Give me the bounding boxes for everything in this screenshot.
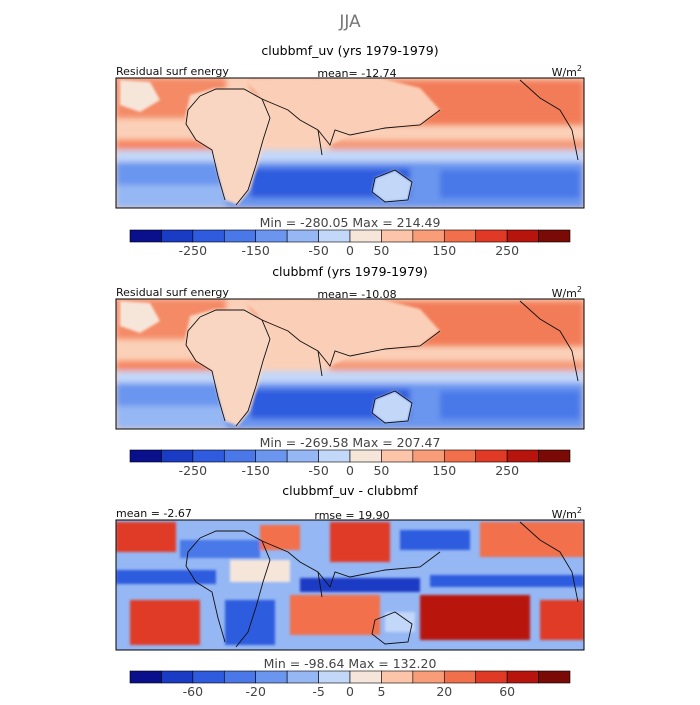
colorbar-1-swatch bbox=[161, 229, 194, 243]
colorbar-2-tick-label: -150 bbox=[242, 463, 270, 478]
colorbar-2-swatch bbox=[443, 449, 477, 463]
colorbar-3-swatch bbox=[506, 670, 539, 684]
panel-2: clubbmf (yrs 1979-1979) Residual surf en… bbox=[115, 264, 585, 478]
colorbar-2-swatch bbox=[412, 449, 445, 463]
colorbar-2-swatch bbox=[381, 449, 414, 463]
colorbar-2-tick-label: -250 bbox=[179, 463, 207, 478]
colorbar-3-swatch bbox=[475, 670, 508, 684]
colorbar-2-swatch bbox=[318, 449, 351, 463]
colorbar-1-swatch bbox=[318, 229, 351, 243]
panel-2-colorbar: -250 -150 -50 0 50 150 250 bbox=[129, 449, 571, 478]
colorbar-1-swatch bbox=[443, 229, 477, 243]
colorbar-3-swatch bbox=[286, 670, 319, 684]
colorbar-1-swatch bbox=[192, 229, 225, 243]
panel-1-map-frame bbox=[115, 77, 585, 209]
colorbar-1-swatch bbox=[286, 229, 319, 243]
colorbar-2-swatch bbox=[129, 449, 162, 463]
panel-3-units: W/m2 bbox=[552, 506, 582, 521]
colorbar-1-tick-label: -250 bbox=[179, 243, 207, 258]
colorbar-2-swatch bbox=[475, 449, 508, 463]
colorbar-2-swatch bbox=[506, 449, 539, 463]
colorbar-1-swatch bbox=[223, 229, 257, 243]
panel-2-title: clubbmf (yrs 1979-1979) bbox=[272, 264, 428, 279]
colorbar-2-swatch bbox=[161, 449, 194, 463]
panel-2-mean-label: mean= -10.08 bbox=[317, 288, 396, 301]
figure-title: JJA bbox=[338, 12, 361, 32]
colorbar-1-swatch bbox=[381, 229, 414, 243]
colorbar-2-swatch bbox=[255, 449, 288, 463]
panel-1-mean-label: mean= -12.74 bbox=[317, 67, 396, 80]
colorbar-3-swatch bbox=[349, 670, 382, 684]
panel-3-map bbox=[116, 520, 584, 650]
colorbar-1-swatch bbox=[412, 229, 445, 243]
colorbar-2-swatch bbox=[286, 449, 319, 463]
panel-3-colorbar: -60 -20 -5 0 5 20 60 bbox=[129, 670, 571, 699]
colorbar-3-swatch bbox=[443, 670, 477, 684]
panel-3-coastlines bbox=[185, 521, 579, 648]
panel-1: clubbmf_uv (yrs 1979-1979) Residual surf… bbox=[115, 43, 585, 258]
colorbar-3-tick-label: -60 bbox=[183, 684, 203, 699]
panel-1-left-label: Residual surf energy bbox=[116, 65, 229, 78]
panel-1-title: clubbmf_uv (yrs 1979-1979) bbox=[261, 43, 438, 58]
panel-2-stats: Min = -269.58 Max = 207.47 bbox=[260, 435, 441, 450]
colorbar-1-swatch bbox=[349, 229, 382, 243]
colorbar-3-tick-label: 0 bbox=[346, 684, 354, 699]
colorbar-2-swatch bbox=[223, 449, 257, 463]
colorbar-3-tick-label: 60 bbox=[499, 684, 515, 699]
colorbar-3-swatch bbox=[129, 670, 162, 684]
colorbar-1-tick-label: 250 bbox=[495, 243, 519, 258]
panel-2-coastlines bbox=[185, 300, 579, 427]
colorbar-2-tick-label: 0 bbox=[346, 463, 354, 478]
colorbar-3-swatch bbox=[412, 670, 445, 684]
colorbar-1-swatch bbox=[506, 229, 539, 243]
panel-2-map-frame bbox=[115, 298, 585, 430]
colorbar-2-swatch bbox=[538, 449, 571, 463]
panel-1-colorbar: -250 -150 -50 0 50 150 250 bbox=[129, 229, 571, 258]
colorbar-1-tick-label: -150 bbox=[242, 243, 270, 258]
colorbar-3-tick-label: -20 bbox=[246, 684, 266, 699]
colorbar-3-swatch bbox=[255, 670, 288, 684]
panel-3-map-frame bbox=[115, 519, 585, 651]
panel-2-map bbox=[116, 299, 584, 429]
colorbar-3-swatch bbox=[161, 670, 194, 684]
panel-1-coastlines bbox=[185, 79, 579, 206]
panel-3-stats: Min = -98.64 Max = 132.20 bbox=[264, 656, 437, 671]
panel-2-units: W/m2 bbox=[552, 285, 582, 300]
panel-1-stats: Min = -280.05 Max = 214.49 bbox=[260, 215, 441, 230]
colorbar-1-tick-label: 50 bbox=[373, 243, 389, 258]
colorbar-2-swatch bbox=[349, 449, 382, 463]
colorbar-1-swatch bbox=[255, 229, 288, 243]
panel-2-left-label: Residual surf energy bbox=[116, 286, 229, 299]
colorbar-3-tick-label: 20 bbox=[436, 684, 452, 699]
colorbar-1-swatch bbox=[538, 229, 571, 243]
colorbar-1-tick-label: 150 bbox=[432, 243, 456, 258]
colorbar-3-swatch bbox=[223, 670, 257, 684]
colorbar-3-swatch bbox=[538, 670, 571, 684]
colorbar-1-tick-label: -50 bbox=[308, 243, 328, 258]
colorbar-3-swatch bbox=[192, 670, 225, 684]
panel-3: clubbmf_uv - clubbmf mean = -2.67 rmse =… bbox=[115, 483, 585, 699]
panel-2-map-landmasses bbox=[120, 299, 440, 426]
panel-1-map-landmasses bbox=[120, 78, 440, 205]
panel-3-title: clubbmf_uv - clubbmf bbox=[282, 483, 418, 498]
panel-1-map bbox=[116, 78, 584, 208]
colorbar-2-tick-label: 50 bbox=[373, 463, 389, 478]
panel-3-mean-label: mean = -2.67 bbox=[116, 507, 192, 520]
colorbar-3-swatch bbox=[381, 670, 414, 684]
colorbar-3-tick-label: 5 bbox=[377, 684, 385, 699]
colorbar-1-swatch bbox=[475, 229, 508, 243]
colorbar-2-swatch bbox=[192, 449, 225, 463]
panel-1-units: W/m2 bbox=[552, 64, 582, 79]
colorbar-3-tick-label: -5 bbox=[312, 684, 324, 699]
colorbar-1-swatch bbox=[129, 229, 162, 243]
colorbar-2-tick-label: 150 bbox=[432, 463, 456, 478]
colorbar-1-tick-label: 0 bbox=[346, 243, 354, 258]
panel-3-rmse-label: rmse = 19.90 bbox=[314, 509, 389, 522]
colorbar-2-tick-label: 250 bbox=[495, 463, 519, 478]
colorbar-3-swatch bbox=[318, 670, 351, 684]
colorbar-2-tick-label: -50 bbox=[308, 463, 328, 478]
